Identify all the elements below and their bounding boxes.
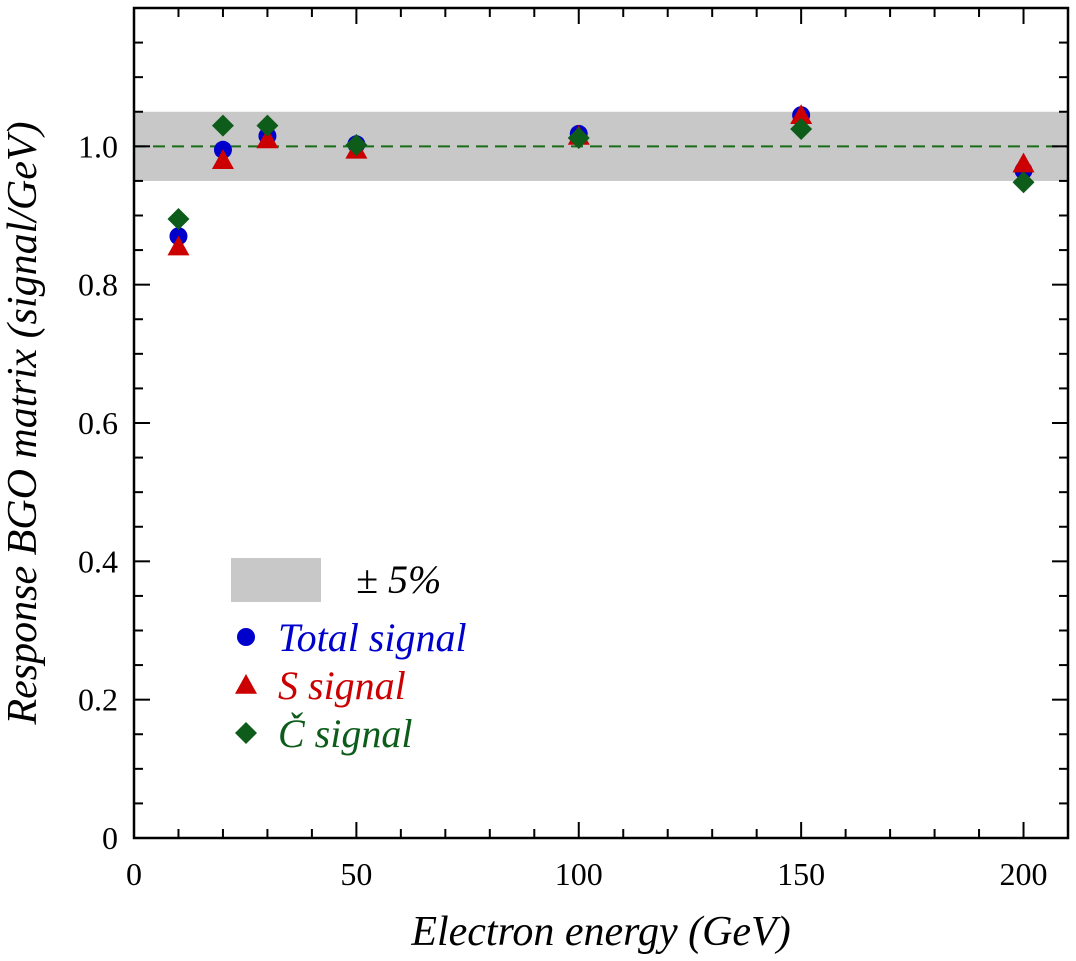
legend-swatch-c — [235, 722, 257, 744]
legend-band-label: ± 5% — [356, 557, 441, 602]
y-tick-label: 0.8 — [78, 267, 118, 303]
legend-marker-total — [237, 628, 255, 646]
data-point-s — [1012, 152, 1035, 173]
x-tick-label: 100 — [555, 856, 603, 892]
legend-label-s: S signal — [278, 663, 406, 708]
legend-label-c: Č signal — [278, 711, 412, 756]
legend-swatch-s — [235, 674, 257, 694]
data-point-s — [790, 104, 813, 125]
y-tick-label: 0.6 — [78, 405, 118, 441]
y-tick-label: 1.0 — [78, 128, 118, 164]
x-tick-label: 200 — [1000, 856, 1048, 892]
data-point-c — [256, 114, 279, 137]
legend-swatch-total — [237, 628, 255, 646]
data-point-s — [256, 128, 279, 149]
data-point-c — [790, 118, 813, 141]
legend-marker-c — [235, 722, 257, 744]
legend-marker-s — [235, 674, 257, 694]
y-tick-label: 0.4 — [78, 543, 118, 579]
data-point-c — [345, 133, 368, 156]
legend-label-total: Total signal — [278, 615, 467, 660]
data-point-c — [1012, 171, 1035, 194]
x-tick-label: 150 — [777, 856, 825, 892]
legend-band-swatch — [231, 558, 321, 602]
x-axis-title: Electron energy (GeV) — [410, 909, 790, 955]
data-point-s — [167, 235, 190, 256]
data-point-s — [211, 149, 234, 169]
legend: ± 5% Total signal S signal Č signal — [231, 557, 467, 756]
data-point-c — [567, 127, 590, 150]
x-tick-label: 0 — [126, 856, 142, 892]
tick-layer: 0 50 100 150 200 0 0.2 0.4 0.6 0.8 1.0 — [78, 7, 1069, 892]
series-layer — [167, 104, 1035, 256]
data-point-c — [211, 114, 234, 137]
x-tick-label: 50 — [340, 856, 372, 892]
data-point-c — [167, 207, 190, 230]
y-tick-label: 0 — [102, 820, 118, 856]
y-axis-title: Response BGO matrix (signal/GeV) — [0, 121, 46, 725]
y-tick-label: 0.2 — [78, 682, 118, 718]
series-c — [167, 114, 1035, 230]
